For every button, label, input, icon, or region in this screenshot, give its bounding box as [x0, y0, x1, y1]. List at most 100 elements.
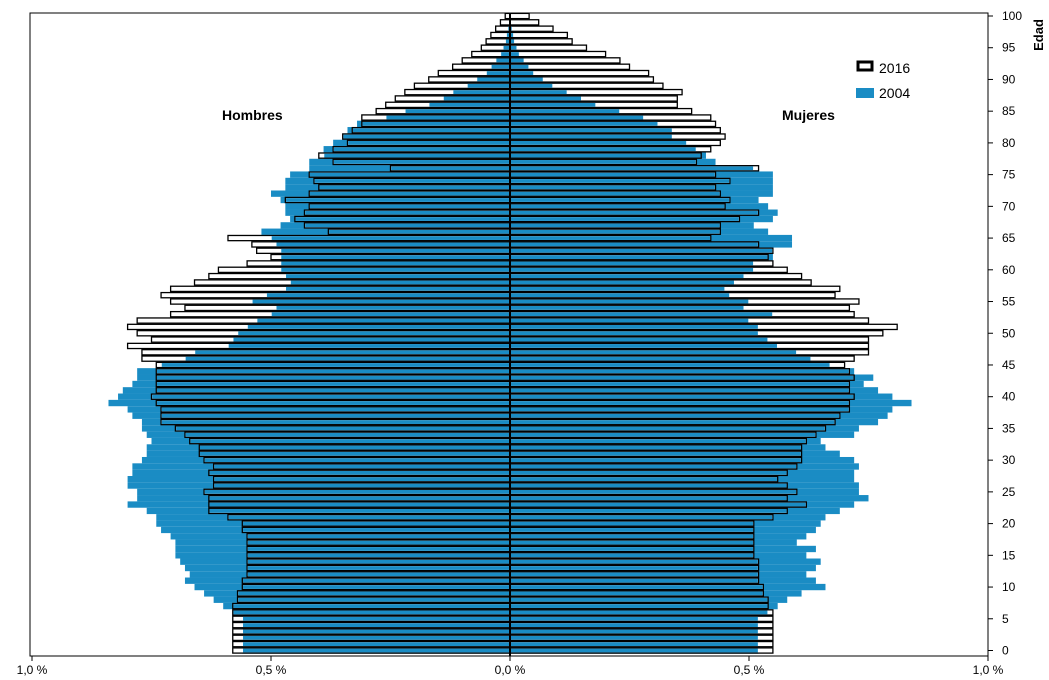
bar-overlap-women-age-26: [510, 483, 787, 488]
bar-overlap-men-age-29: [214, 464, 510, 469]
bar-overlap-men-age-13: [247, 566, 511, 570]
bar-overlap-men-age-52: [257, 318, 510, 323]
y-tick-label: 45: [1002, 358, 1016, 372]
bar-overlap-men-age-77: [333, 160, 510, 164]
bar-overlap-men-age-22: [209, 509, 510, 513]
bar-overlap-men-age-31: [200, 451, 510, 456]
bar-overlap-women-age-70: [510, 204, 725, 209]
bar-overlap-women-age-63: [510, 248, 773, 253]
bar-2016-women-age-97: [509, 31, 569, 39]
bar-overlap-women-age-2: [510, 635, 758, 640]
bar-overlap-women-age-44: [510, 369, 849, 374]
y-tick-label: 90: [1002, 72, 1016, 86]
bar-overlap-women-age-94: [510, 52, 519, 56]
bar-overlap-women-age-77: [510, 160, 696, 164]
bar-overlap-men-age-49: [233, 337, 510, 342]
bar-overlap-men-age-50: [238, 331, 511, 336]
bar-overlap-men-age-45: [161, 363, 510, 367]
bar-overlap-women-age-79: [510, 147, 696, 152]
bar-overlap-women-age-67: [510, 223, 720, 228]
bar-overlap-women-age-46: [510, 356, 811, 361]
y-tick-label: 20: [1002, 517, 1016, 531]
bar-overlap-women-age-71: [510, 198, 730, 202]
bar-overlap-women-age-45: [510, 363, 830, 367]
bar-overlap-men-age-8: [238, 597, 511, 602]
x-tick-label: 1,0 %: [973, 663, 1004, 677]
bar-overlap-women-age-6: [510, 610, 768, 615]
y-tick-label: 80: [1002, 136, 1016, 150]
bar-2016-women-age-100: [509, 12, 530, 20]
bar-overlap-men-age-25: [204, 489, 510, 494]
legend-label-2016: 2016: [879, 60, 910, 76]
bar-overlap-women-age-4: [510, 623, 758, 628]
bar-overlap-women-age-85: [510, 109, 620, 114]
y-tick-label: 70: [1002, 199, 1016, 213]
bar-overlap-women-age-56: [510, 293, 730, 298]
bar-overlap-men-age-72: [309, 191, 510, 196]
bar-overlap-women-age-12: [510, 572, 758, 577]
bar-overlap-men-age-89: [467, 83, 510, 88]
bar-overlap-men-age-97: [506, 33, 510, 37]
bar-overlap-men-age-54: [276, 305, 510, 310]
bar-overlap-men-age-90: [477, 77, 510, 82]
bar-overlap-men-age-35: [176, 426, 510, 431]
bar-overlap-men-age-48: [228, 344, 510, 348]
bar-overlap-women-age-8: [510, 597, 768, 602]
bar-overlap-men-age-19: [243, 528, 510, 532]
bar-overlap-men-age-41: [156, 388, 511, 393]
bar-overlap-women-age-62: [510, 255, 768, 260]
bar-overlap-women-age-20: [510, 521, 754, 526]
bar-overlap-men-age-20: [243, 521, 510, 526]
bar-overlap-men-age-28: [209, 470, 510, 475]
bar-overlap-men-age-80: [348, 141, 510, 145]
bar-overlap-men-age-23: [209, 502, 510, 507]
bar-overlap-men-age-57: [286, 286, 510, 291]
bar-overlap-women-age-15: [510, 553, 754, 558]
bar-overlap-men-age-93: [496, 58, 510, 63]
bar-overlap-women-age-3: [510, 629, 758, 634]
bar-overlap-men-age-78: [324, 153, 510, 158]
bar-overlap-women-age-40: [510, 394, 854, 399]
bar-overlap-men-age-4: [243, 623, 510, 628]
bar-overlap-women-age-38: [510, 407, 849, 412]
bar-overlap-women-age-1: [510, 642, 758, 647]
y-axis: 0 5 10 15 20 25 30 35 40 45 50 55 60 65 70 75 80 85 90 95 10…: [988, 9, 1022, 658]
bar-overlap-men-age-85: [405, 109, 510, 114]
bar-overlap-women-age-86: [510, 102, 596, 107]
bar-overlap-men-age-74: [314, 179, 510, 183]
bar-overlap-men-age-1: [243, 642, 510, 647]
y-tick-label: 30: [1002, 453, 1016, 467]
bar-overlap-men-age-81: [343, 134, 510, 139]
bar-overlap-men-age-40: [152, 394, 510, 399]
bar-overlap-women-age-34: [510, 432, 816, 437]
bar-overlap-women-age-32: [510, 445, 801, 450]
bar-overlap-men-age-55: [252, 299, 510, 304]
y-tick-label: 35: [1002, 421, 1016, 435]
y-tick-label: 0: [1002, 644, 1009, 658]
bar-overlap-women-age-41: [510, 388, 849, 393]
bar-overlap-women-age-21: [510, 515, 773, 520]
bar-overlap-women-age-43: [510, 375, 854, 380]
bar-overlap-women-age-84: [510, 115, 644, 120]
bar-overlap-men-age-33: [190, 439, 510, 444]
bar-overlap-men-age-76: [391, 166, 510, 171]
bar-overlap-women-age-59: [510, 274, 744, 279]
x-tick-label: 0,5 %: [734, 663, 765, 677]
bar-overlap-women-age-42: [510, 382, 849, 386]
bar-overlap-women-age-81: [510, 134, 672, 139]
bar-overlap-women-age-10: [510, 585, 763, 589]
bar-overlap-men-age-36: [161, 420, 510, 424]
bar-overlap-women-age-14: [510, 559, 758, 564]
bar-overlap-women-age-31: [510, 451, 801, 456]
bar-overlap-women-age-29: [510, 464, 797, 469]
bar-overlap-women-age-92: [510, 64, 529, 69]
bar-overlap-men-age-70: [309, 204, 510, 209]
bar-overlap-women-age-89: [510, 83, 553, 88]
bar-overlap-men-age-18: [247, 534, 511, 539]
bar-overlap-women-age-49: [510, 337, 768, 342]
bar-overlap-men-age-38: [161, 407, 510, 412]
bar-overlap-women-age-5: [510, 616, 758, 621]
legend: 2016 2004: [856, 60, 910, 101]
bar-overlap-women-age-73: [510, 185, 715, 190]
bar-overlap-men-age-3: [243, 629, 510, 634]
